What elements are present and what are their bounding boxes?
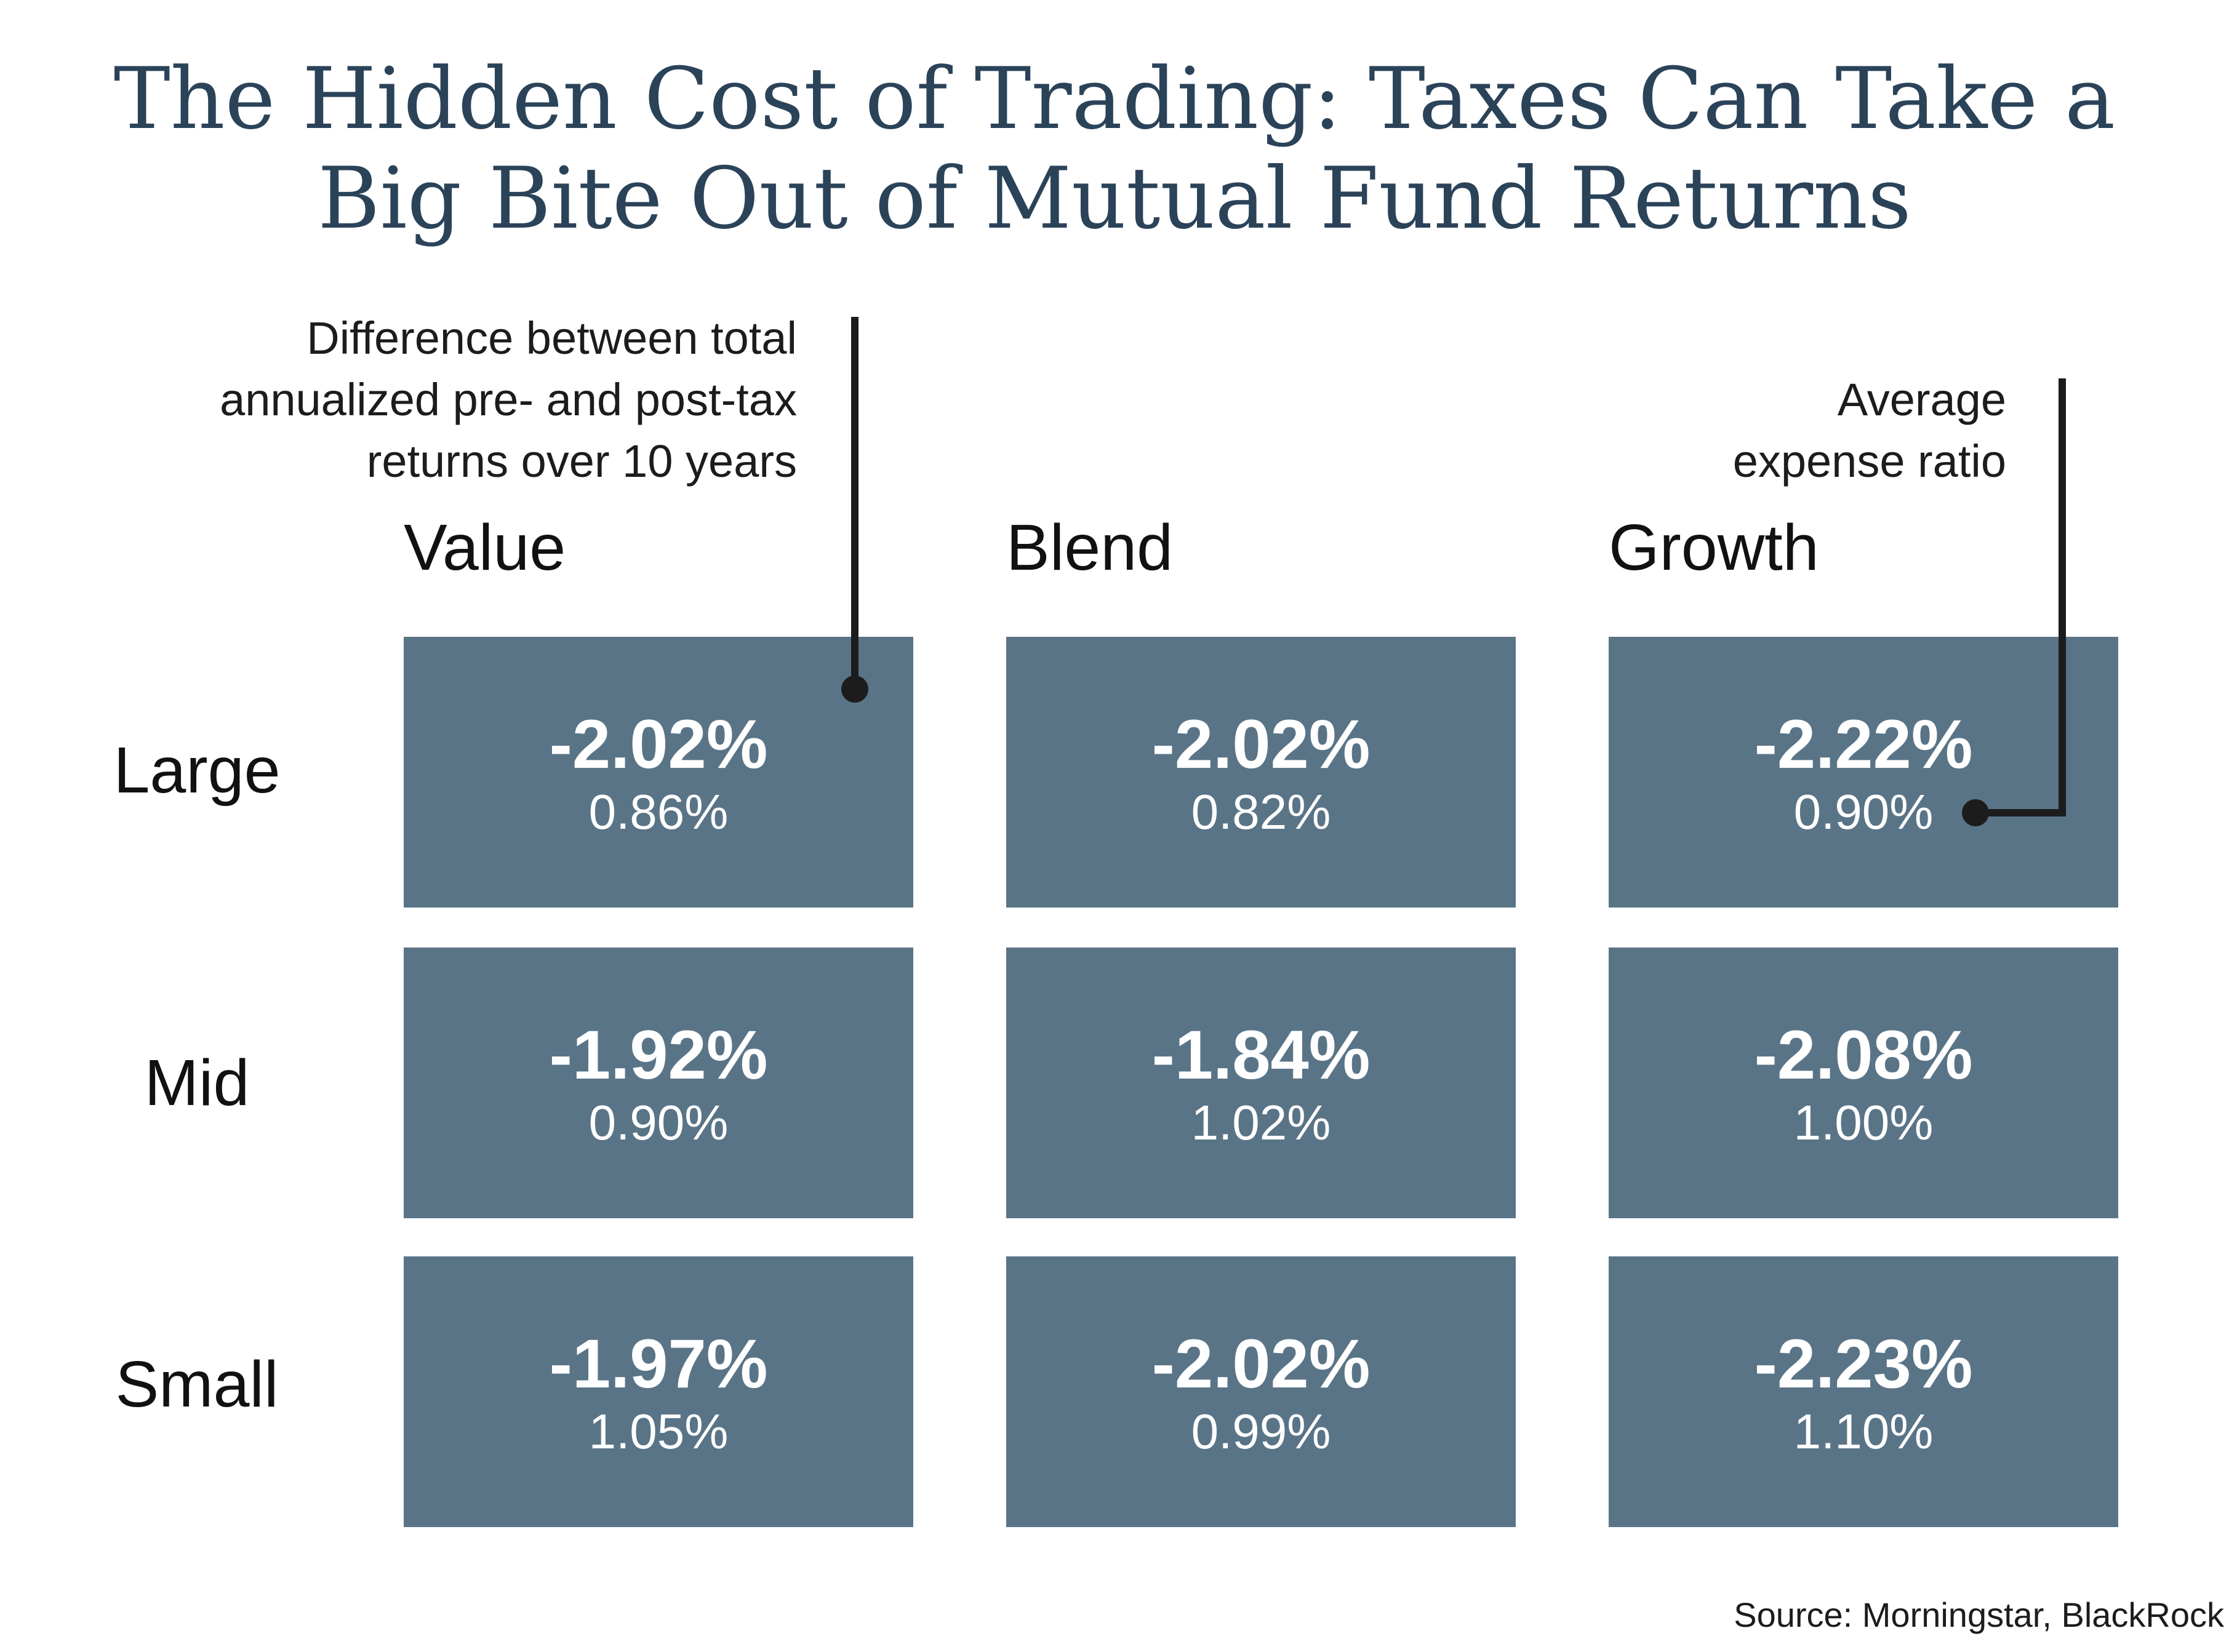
tax-diff-label: -1.97% (549, 1325, 768, 1402)
expense-ratio-label: 0.82% (1191, 784, 1331, 839)
expense-leader-line-horizontal (1977, 809, 2066, 816)
tax-diff-leader-dot (841, 676, 868, 703)
tax-diff-label: -2.02% (549, 706, 768, 783)
cell-mid-blend: -1.84% 1.02% (1006, 948, 1516, 1218)
expense-ratio-label: 1.02% (1191, 1095, 1331, 1150)
cell-mid-value: -1.92% 0.90% (404, 948, 913, 1218)
annotation-tax-difference: Difference between total annualized pre-… (123, 308, 797, 492)
tax-diff-label: -1.84% (1151, 1016, 1371, 1093)
expense-ratio-label: 1.00% (1793, 1095, 1934, 1150)
cell-small-value: -1.97% 1.05% (404, 1256, 913, 1527)
annotation-tax-line-1: Difference between total (306, 313, 797, 364)
expense-ratio-label: 1.10% (1793, 1404, 1934, 1459)
annotation-expense-line-1: Average (1837, 374, 2006, 425)
tax-diff-label: -2.22% (1754, 706, 1973, 783)
source-note: Source: Morningstar, BlackRock (1734, 1595, 2224, 1634)
tax-diff-label: -2.08% (1754, 1016, 1973, 1093)
expense-ratio-label: 1.05% (588, 1404, 729, 1459)
cell-large-blend: -2.02% 0.82% (1006, 637, 1516, 908)
cell-small-growth: -2.23% 1.10% (1609, 1256, 2118, 1527)
annotation-tax-line-3: returns over 10 years (366, 436, 797, 487)
row-header-small: Small (115, 1348, 279, 1421)
title-line-1: The Hidden Cost of Trading: Taxes Can Ta… (113, 49, 2116, 148)
expense-ratio-label: 0.90% (1793, 784, 1934, 839)
row-header-large: Large (113, 734, 281, 807)
tax-diff-leader-line (851, 317, 858, 689)
cell-small-blend: -2.02% 0.99% (1006, 1256, 1516, 1527)
expense-leader-line-vertical (2059, 378, 2066, 816)
cell-large-value: -2.02% 0.86% (404, 637, 913, 908)
chart-title: The Hidden Cost of Trading: Taxes Can Ta… (0, 49, 2229, 249)
row-header-mid: Mid (144, 1047, 250, 1119)
tax-diff-label: -2.23% (1754, 1325, 1973, 1402)
annotation-tax-line-2: annualized pre- and post-tax (220, 374, 797, 425)
expense-ratio-label: 0.86% (588, 784, 729, 839)
column-header-growth: Growth (1609, 511, 1819, 584)
tax-diff-label: -1.92% (549, 1016, 768, 1093)
column-header-value: Value (404, 511, 566, 584)
column-header-blend: Blend (1006, 511, 1174, 584)
tax-diff-label: -2.02% (1151, 1325, 1371, 1402)
cell-mid-growth: -2.08% 1.00% (1609, 948, 2118, 1218)
expense-leader-dot (1962, 799, 1989, 826)
expense-ratio-label: 0.90% (588, 1095, 729, 1150)
expense-ratio-label: 0.99% (1191, 1404, 1331, 1459)
annotation-expense-ratio: Average expense ratio (1539, 369, 2006, 492)
annotation-expense-line-2: expense ratio (1732, 436, 2006, 487)
tax-diff-label: -2.02% (1151, 706, 1371, 783)
title-line-2: Big Bite Out of Mutual Fund Returns (318, 149, 1911, 248)
cell-large-growth: -2.22% 0.90% (1609, 637, 2118, 908)
